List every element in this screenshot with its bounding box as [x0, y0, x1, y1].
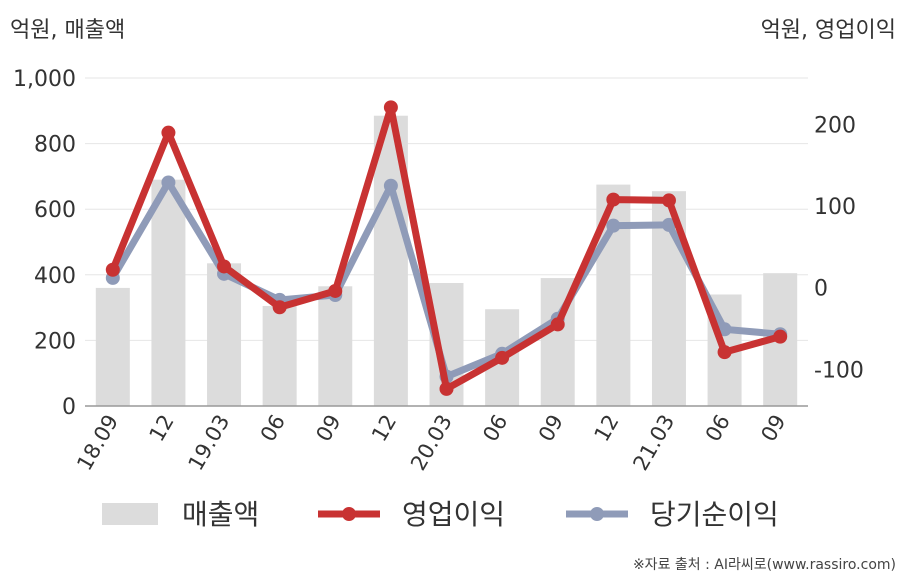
bars — [95, 115, 798, 406]
right-axis-unit: 억원, 영업이익 — [760, 18, 896, 43]
point-영업이익 — [550, 317, 565, 332]
x-tick-label: 18.09 — [72, 411, 123, 475]
legend-swatch-bar — [102, 503, 158, 525]
x-tick-label: 12 — [590, 411, 624, 446]
legend-label: 당기순이익 — [650, 498, 779, 531]
bar-06 — [262, 305, 297, 406]
x-tick-label: 19.03 — [184, 411, 235, 475]
point-영업이익 — [161, 125, 176, 140]
legend-label: 매출액 — [182, 498, 259, 531]
y-left-tick-label: 400 — [34, 264, 76, 289]
x-tick-label: 20.03 — [406, 411, 457, 475]
y-right-tick-label: -100 — [814, 358, 864, 383]
x-tick-label: 09 — [534, 411, 568, 446]
x-tick-labels: 18.09 12 19.03 06 09 12 20.03 06 09 12 21.03 06 09 — [72, 410, 790, 474]
y-right-tick-label: 100 — [814, 195, 856, 220]
point-영업이익 — [272, 300, 287, 315]
x-tick-label: 12 — [145, 411, 179, 446]
y-left-tick-label: 200 — [34, 329, 76, 354]
source-note: ※자료 출처 : AI라씨로(www.rassiro.com) — [632, 557, 896, 573]
point-영업이익 — [717, 345, 732, 360]
point-당기순이익 — [383, 178, 398, 193]
legend: 매출액 영업이익 당기순이익 — [102, 498, 779, 531]
bar-12 — [151, 179, 186, 406]
point-영업이익 — [439, 381, 454, 396]
point-영업이익 — [495, 350, 510, 365]
legend-swatch-point — [590, 507, 604, 521]
x-tick-label: 06 — [256, 411, 290, 446]
y-left-tick-label: 800 — [34, 133, 76, 158]
point-영업이익 — [105, 262, 120, 277]
point-당기순이익 — [161, 175, 176, 190]
y-left-tick-label: 600 — [34, 198, 76, 223]
legend-swatch-point — [342, 507, 356, 521]
y-left-tick-label: 0 — [62, 395, 76, 420]
x-tick-label: 06 — [478, 410, 512, 445]
point-영업이익 — [383, 100, 398, 115]
x-tick-label: 09 — [311, 411, 345, 446]
y-right-tick-label: 0 — [814, 277, 828, 302]
y-tick-labels: 0 200 400 600 800 1,000 -100 0 100 200 — [13, 67, 864, 420]
x-tick-label: 06 — [701, 411, 735, 446]
x-tick-label: 09 — [756, 411, 790, 446]
point-영업이익 — [328, 283, 343, 298]
point-영업이익 — [606, 192, 621, 207]
x-tick-label: 21.03 — [628, 411, 679, 475]
y-left-tick-label: 1,000 — [13, 67, 76, 92]
point-영업이익 — [773, 329, 788, 344]
legend-label: 영업이익 — [402, 498, 505, 531]
bar-09 — [318, 286, 353, 406]
y-right-tick-label: 200 — [814, 114, 856, 139]
point-당기순이익 — [606, 218, 621, 233]
left-axis-unit: 억원, 매출액 — [10, 18, 126, 43]
x-tick-label: 12 — [367, 411, 401, 446]
bar-19.03 — [207, 263, 242, 406]
bar-18.09 — [95, 287, 130, 406]
point-당기순이익 — [661, 217, 676, 232]
point-영업이익 — [661, 193, 676, 208]
lines — [105, 100, 788, 396]
point-영업이익 — [217, 259, 232, 274]
